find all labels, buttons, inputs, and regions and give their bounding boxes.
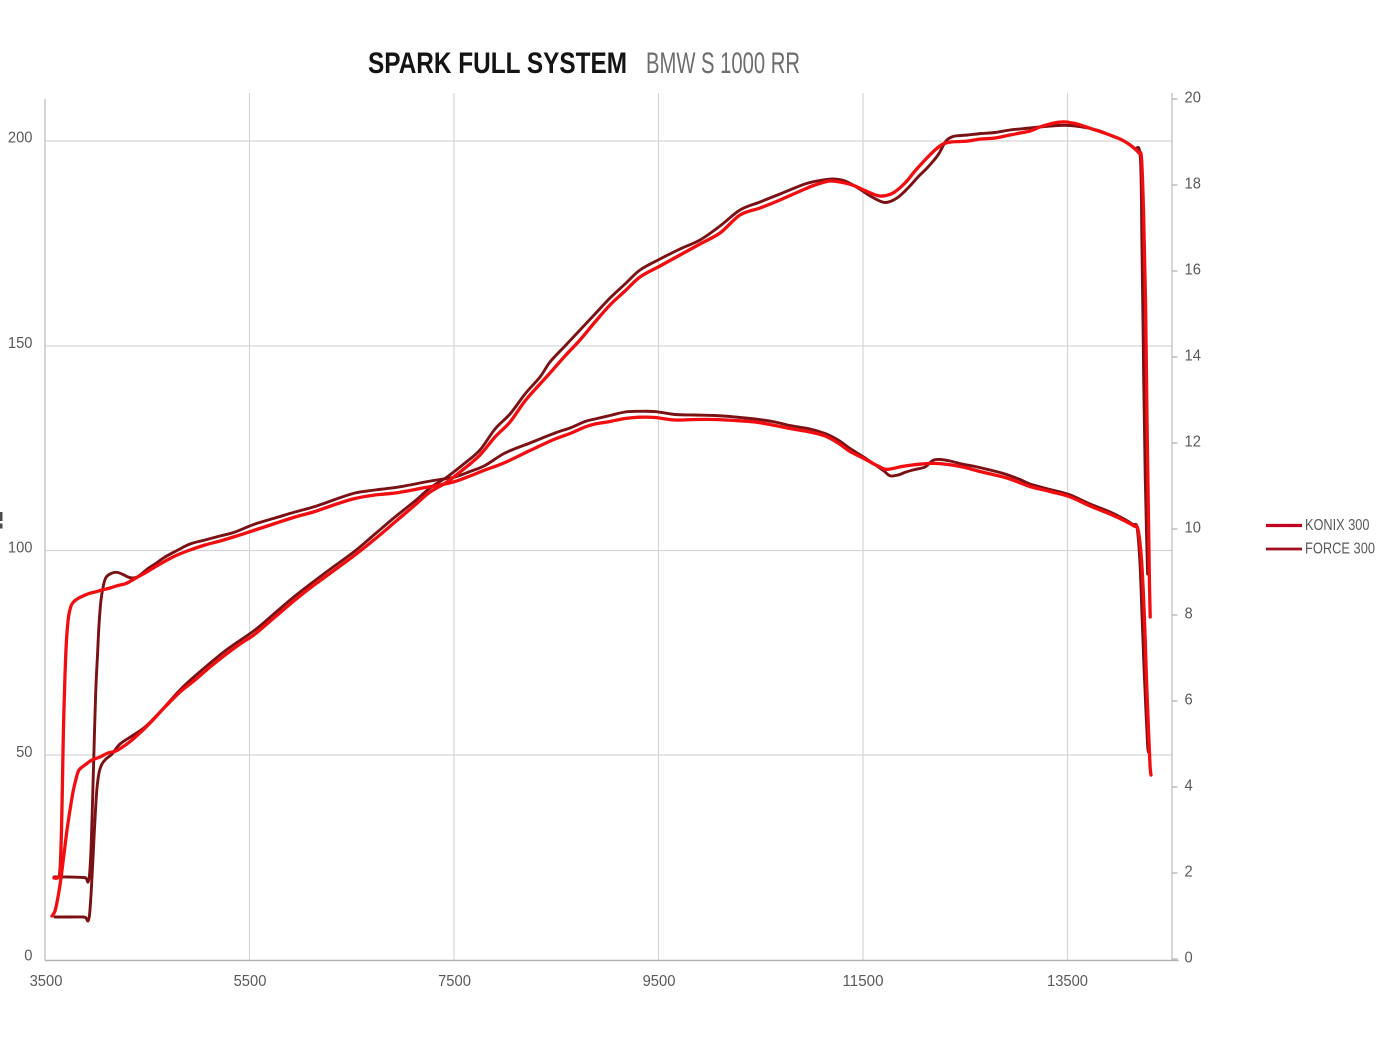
svg-text:SPARK FULL SYSTEM: SPARK FULL SYSTEM [368,47,627,80]
svg-text:3500: 3500 [30,973,63,990]
svg-text:7500: 7500 [438,973,471,990]
svg-text:12: 12 [1185,434,1201,451]
svg-text:6: 6 [1185,692,1193,709]
svg-text:0: 0 [1185,950,1193,967]
svg-text:150: 150 [8,335,33,352]
svg-text:100: 100 [8,540,33,557]
svg-text:8: 8 [1185,606,1193,623]
svg-text:9500: 9500 [643,973,676,990]
svg-text:10: 10 [1185,520,1201,537]
svg-text:4: 4 [1185,778,1193,795]
svg-text:16: 16 [1185,262,1201,279]
svg-text:KONIX 300: KONIX 300 [1305,517,1370,534]
svg-text:50: 50 [16,744,32,761]
svg-text:0: 0 [24,948,32,965]
svg-text:200: 200 [8,130,33,147]
svg-text:20: 20 [1185,90,1201,107]
svg-text:11500: 11500 [843,973,884,990]
svg-text:5500: 5500 [234,973,267,990]
svg-text:FORCE 300: FORCE 300 [1305,541,1375,558]
svg-text:13500: 13500 [1047,973,1088,990]
svg-text:2: 2 [1185,864,1193,881]
svg-text:18: 18 [1185,176,1201,193]
svg-text:14: 14 [1185,348,1201,365]
svg-text:BMW S 1000 RR: BMW S 1000 RR [646,47,800,80]
